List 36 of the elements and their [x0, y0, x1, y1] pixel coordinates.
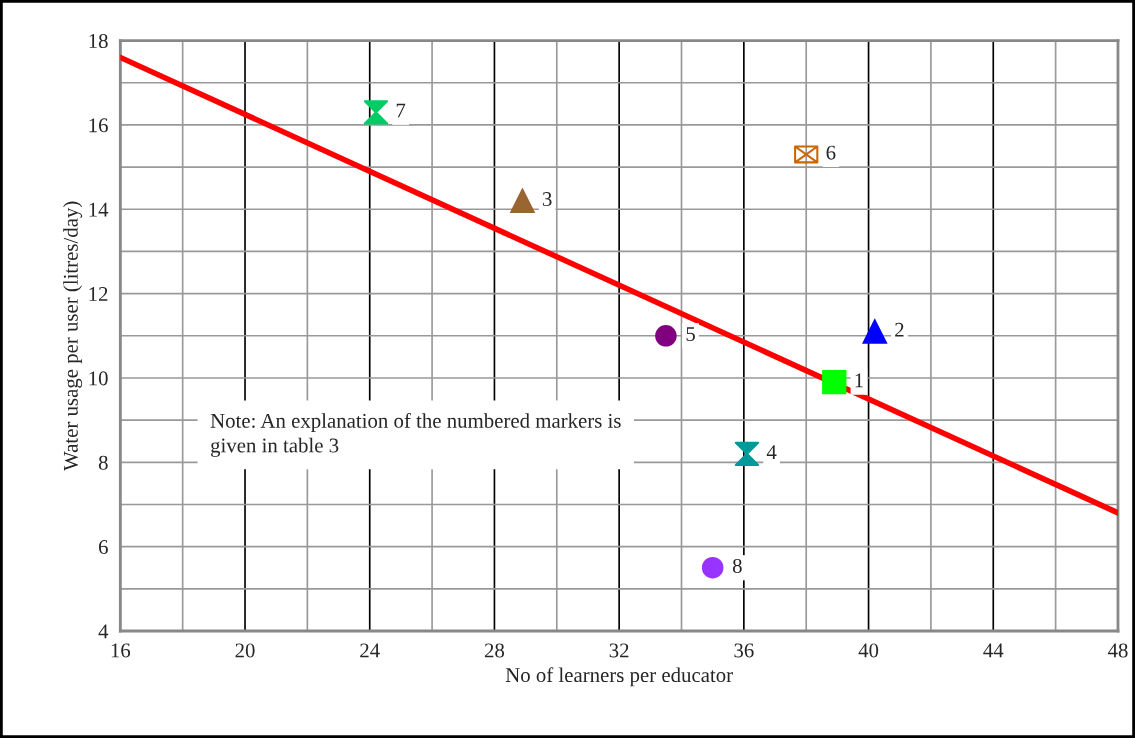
point	[363, 100, 389, 125]
y-axis-title: Water usage per user (litres/day)	[63, 201, 83, 471]
x-axis-title: No of learners per educator	[505, 667, 733, 687]
x-tick-label: 32	[609, 643, 629, 658]
point	[794, 145, 819, 164]
x-tick-label: 24	[360, 643, 380, 658]
annotation: Note: An explanation of the numbered markers is given in table 3	[210, 412, 621, 457]
x-tick-label: 36	[734, 643, 754, 658]
y-tick-label: 10	[89, 371, 108, 386]
y-tick-label: 14	[89, 202, 109, 217]
point	[510, 188, 535, 213]
point	[655, 325, 677, 347]
y-tick-label: 12	[89, 287, 108, 301]
x-tick-label: 48	[1107, 643, 1128, 658]
series-label: 3	[542, 192, 552, 207]
series-label: 4	[766, 445, 777, 459]
y-tick-label: 8	[98, 455, 108, 470]
series-label: 5	[686, 327, 695, 341]
x-tick-label: 40	[858, 643, 879, 658]
y-tick-label: 4	[98, 624, 109, 639]
series-label: 7	[396, 103, 406, 118]
y-tick-label: 16	[89, 118, 108, 133]
series-label: 8	[732, 558, 742, 573]
series-label: 2	[895, 322, 904, 337]
point	[822, 370, 847, 395]
series-label: 1	[855, 373, 863, 388]
x-tick-label: 28	[484, 643, 505, 658]
x-tick-label: 20	[235, 643, 255, 658]
y-tick-label: 18	[89, 33, 108, 49]
x-tick-label: 44	[983, 643, 1004, 658]
point	[701, 556, 724, 579]
point	[734, 441, 760, 467]
series-label: 6	[826, 145, 836, 160]
x-tick-label: 16	[111, 643, 131, 658]
point	[862, 319, 887, 344]
y-tick-label: 6	[98, 540, 108, 555]
